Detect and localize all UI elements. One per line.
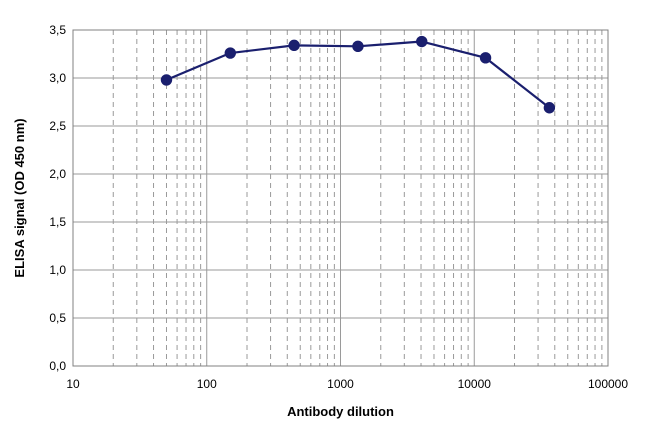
y-axis-title: ELISA signal (OD 450 nm)	[12, 118, 27, 277]
series-layer	[160, 35, 556, 114]
y-tick-label: 1,0	[49, 263, 66, 277]
grid	[72, 29, 609, 367]
data-point	[479, 52, 492, 64]
data-point	[160, 74, 173, 86]
y-tick-label: 3,5	[49, 23, 66, 37]
y-tick-label: 2,0	[49, 167, 66, 181]
x-tick-label: 10	[66, 377, 80, 391]
x-tick-label: 10000	[458, 377, 492, 391]
data-point	[543, 102, 556, 114]
data-point	[416, 35, 428, 48]
x-tick-label: 100000	[588, 377, 628, 391]
plot-area-frame	[72, 29, 609, 367]
y-tick-label: 0,0	[49, 359, 66, 373]
data-point	[352, 40, 364, 53]
x-tick-label: 100	[197, 377, 217, 391]
data-point	[224, 47, 237, 59]
y-tick-label: 2,5	[49, 119, 66, 133]
data-point	[288, 39, 300, 52]
y-tick-label: 1,5	[49, 215, 66, 229]
x-tick-label: 1000	[327, 377, 354, 391]
tick-labels: 0,0 0,5 1,0 1,5 2,0 2,5 3,0 3,5 10 100 1000 10000 10…	[49, 23, 628, 391]
y-tick-label: 0,5	[49, 311, 66, 325]
y-tick-label: 3,0	[49, 71, 66, 85]
x-axis-title: Antibody dilution	[287, 404, 394, 419]
